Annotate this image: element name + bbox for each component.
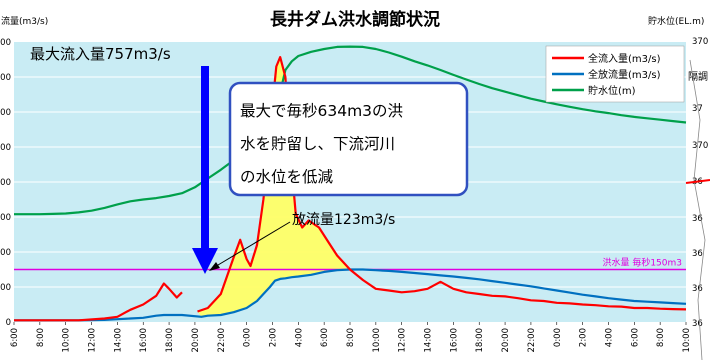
y-tick-label: 700 xyxy=(0,73,11,83)
x-tick-label: 4:00 xyxy=(294,328,304,347)
storage-arrow xyxy=(192,66,218,274)
arrow-head xyxy=(192,248,218,274)
x-tick-label: 6:00 xyxy=(630,328,640,347)
chart-title: 長井ダム洪水調節状況 xyxy=(270,9,440,30)
x-tick-label: 2:00 xyxy=(268,328,278,347)
x-tick-label: 6:00 xyxy=(320,328,330,347)
y-tick-label: 800 xyxy=(0,38,11,48)
x-tick-label: 14:00 xyxy=(113,328,123,353)
x-ticks: 6:00 8:00 10:00 12:00 14:00 16:00 18:00 20:00 22… xyxy=(10,322,692,353)
x-tick-label: 16:00 xyxy=(139,328,149,353)
right-axis-fragments: 370373703636363636隔調 xyxy=(685,37,710,361)
y-tick-label: 0 xyxy=(6,318,11,328)
x-tick-label: 4:00 xyxy=(604,328,614,347)
y-tick-label: 100 xyxy=(0,283,11,293)
outflow-pointer-head xyxy=(209,262,220,271)
y2-axis-label: 貯水位(EL.m) xyxy=(648,15,704,27)
x-tick-label: 0:00 xyxy=(553,328,563,347)
x-tick-label: 0:00 xyxy=(243,328,253,347)
y-axis-label: 流量(m3/s) xyxy=(1,15,48,27)
x-tick-label: 18:00 xyxy=(165,328,175,353)
x-tick-label: 12:00 xyxy=(88,328,98,353)
y-tick-label: 300 xyxy=(0,213,11,223)
y-tick-label: 200 xyxy=(0,248,11,258)
x-tick-label: 8:00 xyxy=(36,328,46,347)
x-tick-label: 10:00 xyxy=(372,328,382,353)
callout-box xyxy=(228,81,469,197)
reference-line-label: 洪水量 毎秒150m3 xyxy=(602,257,682,269)
outflow-pointer xyxy=(212,221,291,269)
x-tick-label: 22:00 xyxy=(527,328,537,353)
y-ticks: 800 700 600 500 400 300 200 100 0 xyxy=(0,38,11,328)
x-tick-label: 10:00 xyxy=(682,328,692,353)
right-tick-fragment: 370 xyxy=(692,37,708,47)
callout-line-2: 水を貯留し、下流河川 xyxy=(240,135,395,153)
x-tick-label: 18:00 xyxy=(475,328,485,353)
annotation-max-inflow: 最大流入量757m3/s xyxy=(30,45,171,63)
legend-label: 全流入量(m3/s) xyxy=(588,52,661,65)
x-tick-label: 12:00 xyxy=(398,328,408,353)
x-tick-label: 22:00 xyxy=(217,328,227,353)
y-tick-label: 600 xyxy=(0,108,11,118)
y-tick-label: 500 xyxy=(0,143,11,153)
x-tick-label: 20:00 xyxy=(191,328,201,353)
legend: 全流入量(m3/s) 全放流量(m3/s) 貯水位(m) xyxy=(545,45,685,103)
y-tick-label: 400 xyxy=(0,178,11,188)
right-edge-outline xyxy=(689,59,706,361)
series-line-inflow xyxy=(14,282,183,322)
right-tick-fragment: 36 xyxy=(692,214,703,224)
legend-label: 貯水位(m) xyxy=(588,84,636,97)
series-lines xyxy=(14,45,687,322)
legend-label: 全放流量(m3/s) xyxy=(588,68,661,81)
x-tick-label: 20:00 xyxy=(501,328,511,353)
callout-line-1: 最大で毎秒634m3の洪 xyxy=(240,102,403,120)
right-fragment-text: 隔調 xyxy=(688,70,708,83)
x-tick-label: 16:00 xyxy=(449,328,459,353)
right-tick-fragment: 36 xyxy=(692,284,703,294)
right-red-fragment xyxy=(685,179,710,184)
x-tick-label: 8:00 xyxy=(346,328,356,347)
x-tick-label: 2:00 xyxy=(579,328,589,347)
annotation-outflow: 放流量123m3/s xyxy=(292,212,395,228)
right-tick-fragment: 36 xyxy=(692,319,703,329)
right-tick-fragment: 370 xyxy=(692,141,708,151)
x-tick-label: 14:00 xyxy=(424,328,434,353)
x-tick-label: 6:00 xyxy=(10,328,20,347)
arrow-shaft xyxy=(201,66,209,250)
x-tick-label: 8:00 xyxy=(656,328,666,347)
right-tick-fragment: 37 xyxy=(692,104,703,114)
series-line-water-level xyxy=(14,45,687,216)
right-tick-fragment: 36 xyxy=(692,249,703,259)
series-line-inflow xyxy=(197,55,687,313)
x-tick-label: 10:00 xyxy=(62,328,72,353)
callout-line-3: の水位を低減 xyxy=(240,168,334,186)
